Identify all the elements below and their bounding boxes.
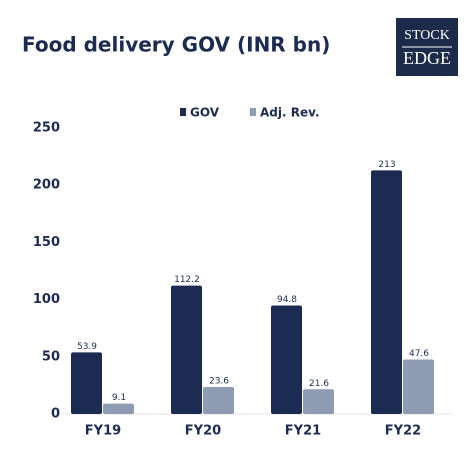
bar <box>371 170 402 414</box>
legend-swatch <box>180 108 186 116</box>
bar <box>203 387 234 414</box>
value-label: 213 <box>378 160 395 170</box>
value-label: 23.6 <box>209 377 229 387</box>
value-label: 112.2 <box>174 275 200 285</box>
bar <box>103 403 134 414</box>
x-tick-label: FY21 <box>285 424 321 439</box>
value-label: 94.8 <box>277 295 297 305</box>
x-tick-label: FY20 <box>185 424 221 439</box>
bar <box>71 352 102 414</box>
legend-label: Adj. Rev. <box>260 106 320 120</box>
y-tick-label: 150 <box>33 235 60 250</box>
value-label: 21.6 <box>309 379 329 389</box>
chart-title: Food delivery GOV (INR bn) <box>22 33 330 57</box>
legend-swatch <box>250 108 256 116</box>
y-tick-label: 200 <box>33 178 60 193</box>
bar <box>271 305 302 414</box>
value-label: 53.9 <box>77 342 97 352</box>
legend-label: GOV <box>190 106 220 120</box>
x-tick-label: FY22 <box>385 424 421 439</box>
x-tick-label: FY19 <box>85 424 121 439</box>
bar <box>303 389 334 414</box>
y-tick-label: 250 <box>33 121 60 136</box>
y-tick-label: 0 <box>51 407 60 422</box>
logo-text: EDGE <box>403 48 451 68</box>
y-tick-label: 50 <box>42 349 60 364</box>
logo-text: STOCK <box>404 28 450 43</box>
y-tick-label: 100 <box>33 292 60 307</box>
bar <box>171 285 202 414</box>
value-label: 47.6 <box>409 349 429 359</box>
value-label: 9.1 <box>112 393 126 403</box>
bar <box>403 359 434 414</box>
